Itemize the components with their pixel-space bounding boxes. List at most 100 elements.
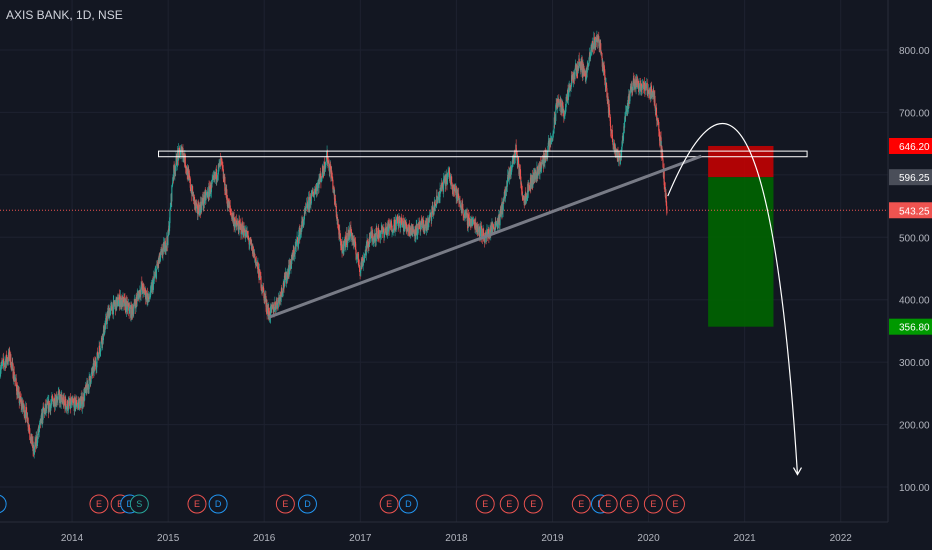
candle-body: [217, 164, 219, 175]
event-marker-earnings[interactable]: [475, 494, 495, 514]
candle-body: [77, 403, 79, 406]
candle-body: [36, 442, 38, 444]
candle-body: [621, 140, 623, 147]
x-tick-label: 2016: [253, 533, 276, 544]
candle-body: [664, 185, 666, 189]
projection-arrowhead[interactable]: [792, 467, 803, 476]
candle-body: [292, 250, 294, 260]
event-marker-earnings[interactable]: [665, 494, 685, 514]
candle-body: [81, 404, 83, 409]
candle-body: [172, 182, 174, 186]
candle-body: [89, 375, 91, 380]
candle-body: [126, 300, 128, 302]
candle-body: [105, 316, 108, 323]
event-marker-earnings[interactable]: [571, 494, 591, 514]
candle-body: [525, 198, 527, 202]
drawings-layer[interactable]: [158, 122, 808, 476]
candle-body: [42, 406, 45, 409]
candle-body: [255, 261, 257, 264]
candle-body: [476, 225, 478, 228]
event-marker-letter: D: [304, 499, 311, 509]
candle-body: [201, 202, 203, 211]
candle-body: [477, 228, 480, 232]
candle-body: [494, 227, 496, 233]
candle-body: [231, 217, 233, 219]
event-markers[interactable]: EDEEDSEDEDEDEEEEDEEEE: [0, 494, 685, 514]
candle-body: [183, 153, 185, 158]
candle-body: [324, 166, 326, 172]
event-marker-dividend[interactable]: [398, 494, 418, 514]
candle-body: [580, 58, 582, 72]
event-marker-earnings[interactable]: [379, 494, 399, 514]
price-label-box: [889, 169, 932, 186]
candle-body: [336, 217, 339, 225]
candle-body: [162, 249, 164, 255]
candle-body: [26, 413, 28, 422]
candle-body: [238, 220, 240, 233]
candle-body: [258, 268, 260, 278]
trendline[interactable]: [268, 154, 702, 319]
candle-body: [298, 234, 300, 245]
candle-body: [54, 398, 56, 407]
candle-body: [436, 195, 438, 206]
event-marker-dividend[interactable]: [208, 494, 228, 514]
event-marker-letter: E: [96, 499, 102, 509]
candle-body: [585, 68, 588, 79]
projection-curve[interactable]: [667, 122, 799, 475]
event-marker-dividend[interactable]: [0, 494, 7, 514]
candle-body: [230, 209, 232, 212]
candle-body: [212, 176, 214, 179]
candle-body: [153, 276, 155, 281]
candle-body: [328, 161, 330, 163]
candle-body: [595, 39, 597, 46]
resistance-rectangle[interactable]: [158, 150, 808, 158]
candle-body: [97, 355, 99, 358]
candle-body: [119, 303, 121, 307]
candle-body: [481, 234, 483, 238]
event-marker-earnings[interactable]: [619, 494, 639, 514]
candle-body: [456, 188, 458, 198]
candle-body: [484, 237, 486, 244]
event-marker-earnings[interactable]: [499, 494, 519, 514]
candle-body: [65, 398, 67, 407]
event-marker-earnings[interactable]: [643, 494, 663, 514]
event-marker-earnings[interactable]: [523, 494, 543, 514]
y-tick-label: 400.00: [899, 296, 930, 307]
candle-body: [365, 244, 367, 256]
candle-body: [490, 227, 492, 232]
candle-body: [129, 307, 131, 314]
candle-body: [468, 221, 470, 227]
candle-body: [376, 227, 378, 231]
candle-body: [178, 148, 180, 160]
event-marker-dividend[interactable]: [297, 494, 317, 514]
candle-body: [610, 125, 612, 131]
candle-body: [606, 88, 608, 98]
candle-body: [206, 193, 208, 194]
candle-body: [356, 256, 358, 258]
candle-body: [264, 293, 266, 299]
candle-body: [84, 388, 86, 393]
event-marker-earnings[interactable]: [598, 494, 618, 514]
candle-body: [53, 402, 55, 407]
candle-body: [617, 150, 619, 160]
candle-body: [384, 232, 386, 233]
candle-body: [56, 400, 58, 403]
candle-body: [28, 426, 30, 430]
event-marker-earnings[interactable]: [187, 494, 207, 514]
candle-body: [632, 84, 634, 91]
candle-body: [145, 289, 147, 300]
candle-body: [557, 103, 559, 105]
candle-body: [534, 173, 536, 180]
event-marker-earnings[interactable]: [275, 494, 295, 514]
candle-body: [527, 185, 530, 193]
candle-body: [161, 248, 163, 255]
candle-body: [609, 109, 611, 116]
candle-body: [271, 305, 273, 307]
event-marker-earnings[interactable]: [89, 494, 109, 514]
candle-body: [237, 225, 239, 230]
y-tick-label: 700.00: [899, 108, 930, 119]
candle-body: [313, 191, 315, 195]
event-marker-split[interactable]: [129, 494, 149, 514]
candle-body: [184, 154, 186, 167]
